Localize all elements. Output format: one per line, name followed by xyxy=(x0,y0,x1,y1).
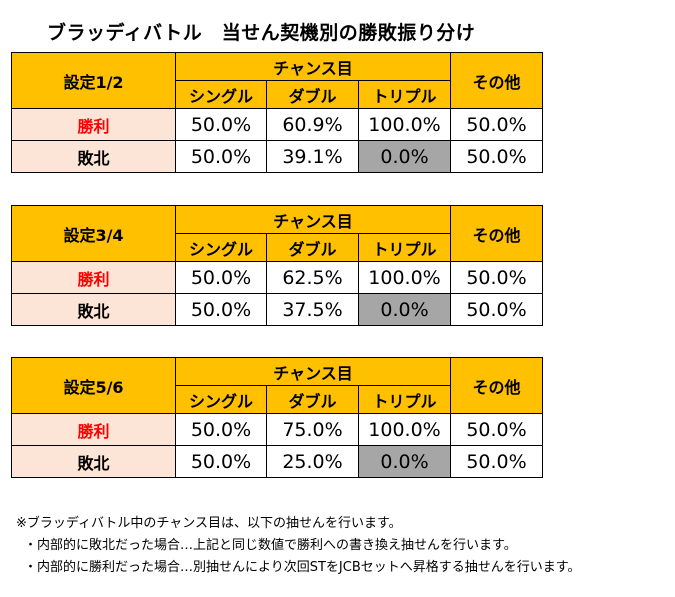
lose-single-value: 50.0% xyxy=(176,294,267,326)
win-other-value: 50.0% xyxy=(451,262,543,294)
single-header: シングル xyxy=(176,234,267,262)
lose-single-value: 50.0% xyxy=(176,446,267,478)
win-double-value: 60.9% xyxy=(267,109,359,141)
setting-label: 設定1/2 xyxy=(12,53,176,109)
note-line: ・内部的に勝利だった場合…別抽せんにより次回STをJCBセットへ昇格する抽せんを… xyxy=(16,557,580,579)
rate-table-setting-3-4: 設定3/4 チャンス目 その他 シングル ダブル トリプル 勝利 50.0% 6… xyxy=(11,205,543,326)
double-header: ダブル xyxy=(267,234,359,262)
lose-label: 敗北 xyxy=(12,294,176,326)
other-header: その他 xyxy=(451,358,543,414)
win-row: 勝利 50.0% 60.9% 100.0% 50.0% xyxy=(12,109,543,141)
chance-header: チャンス目 xyxy=(176,53,451,81)
win-double-value: 62.5% xyxy=(267,262,359,294)
win-triple-value: 100.0% xyxy=(359,262,451,294)
win-triple-value: 100.0% xyxy=(359,109,451,141)
lose-other-value: 50.0% xyxy=(451,446,543,478)
win-single-value: 50.0% xyxy=(176,414,267,446)
lose-row: 敗北 50.0% 37.5% 0.0% 50.0% xyxy=(12,294,543,326)
triple-header: トリプル xyxy=(359,386,451,414)
lose-triple-value: 0.0% xyxy=(359,294,451,326)
rate-table-setting-1-2: 設定1/2 チャンス目 その他 シングル ダブル トリプル 勝利 50.0% 6… xyxy=(11,52,543,173)
note-line: ・内部的に敗北だった場合…上記と同じ数値で勝利への書き換え抽せんを行います。 xyxy=(16,535,580,557)
win-label: 勝利 xyxy=(12,262,176,294)
lose-other-value: 50.0% xyxy=(451,294,543,326)
win-row: 勝利 50.0% 62.5% 100.0% 50.0% xyxy=(12,262,543,294)
win-triple-value: 100.0% xyxy=(359,414,451,446)
single-header: シングル xyxy=(176,386,267,414)
setting-label: 設定5/6 xyxy=(12,358,176,414)
other-header: その他 xyxy=(451,53,543,109)
notes: ※ブラッディバトル中のチャンス目は、以下の抽せんを行います。 ・内部的に敗北だっ… xyxy=(16,513,580,579)
lose-label: 敗北 xyxy=(12,141,176,173)
lose-single-value: 50.0% xyxy=(176,141,267,173)
win-row: 勝利 50.0% 75.0% 100.0% 50.0% xyxy=(12,414,543,446)
page-title: ブラッディバトル 当せん契機別の勝敗振り分け xyxy=(47,18,475,45)
lose-double-value: 25.0% xyxy=(267,446,359,478)
lose-other-value: 50.0% xyxy=(451,141,543,173)
chance-header: チャンス目 xyxy=(176,206,451,234)
lose-double-value: 37.5% xyxy=(267,294,359,326)
lose-double-value: 39.1% xyxy=(267,141,359,173)
win-single-value: 50.0% xyxy=(176,262,267,294)
lose-triple-value: 0.0% xyxy=(359,141,451,173)
lose-row: 敗北 50.0% 25.0% 0.0% 50.0% xyxy=(12,446,543,478)
triple-header: トリプル xyxy=(359,234,451,262)
win-double-value: 75.0% xyxy=(267,414,359,446)
lose-label: 敗北 xyxy=(12,446,176,478)
win-label: 勝利 xyxy=(12,109,176,141)
lose-triple-value: 0.0% xyxy=(359,446,451,478)
double-header: ダブル xyxy=(267,81,359,109)
note-line: ※ブラッディバトル中のチャンス目は、以下の抽せんを行います。 xyxy=(16,513,580,535)
setting-label: 設定3/4 xyxy=(12,206,176,262)
chance-header: チャンス目 xyxy=(176,358,451,386)
lose-row: 敗北 50.0% 39.1% 0.0% 50.0% xyxy=(12,141,543,173)
win-other-value: 50.0% xyxy=(451,109,543,141)
single-header: シングル xyxy=(176,81,267,109)
win-label: 勝利 xyxy=(12,414,176,446)
other-header: その他 xyxy=(451,206,543,262)
rate-table-setting-5-6: 設定5/6 チャンス目 その他 シングル ダブル トリプル 勝利 50.0% 7… xyxy=(11,357,543,478)
triple-header: トリプル xyxy=(359,81,451,109)
win-other-value: 50.0% xyxy=(451,414,543,446)
double-header: ダブル xyxy=(267,386,359,414)
win-single-value: 50.0% xyxy=(176,109,267,141)
